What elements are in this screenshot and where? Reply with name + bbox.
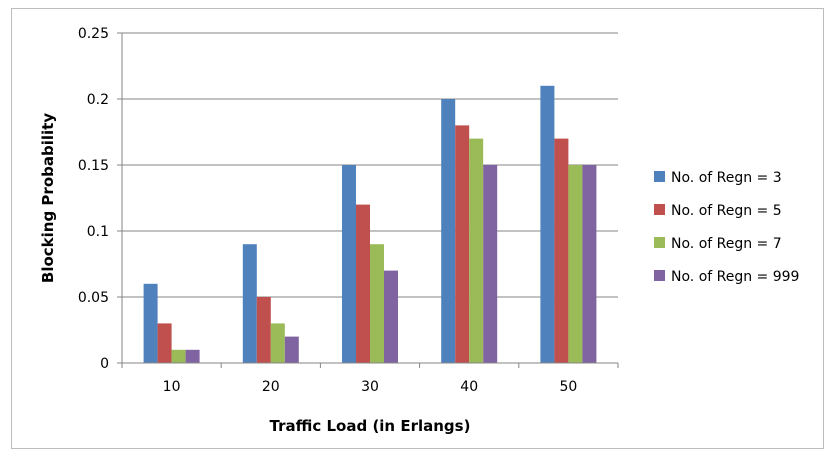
x-tick-label: 20 — [262, 379, 280, 395]
bar — [185, 349, 200, 363]
bar — [568, 165, 583, 363]
bar — [582, 165, 597, 363]
bar — [384, 270, 398, 363]
bar — [342, 165, 356, 363]
x-tick-label: 10 — [163, 379, 181, 395]
bar — [242, 244, 257, 363]
legend-swatch — [654, 237, 665, 248]
legend-label: No. of Regn = 5 — [671, 203, 782, 219]
legend-swatch — [654, 171, 665, 182]
bar — [370, 244, 384, 363]
y-tick-label: 0 — [100, 356, 109, 372]
y-tick-label: 0.15 — [78, 158, 109, 174]
legend-label: No. of Regn = 3 — [671, 170, 782, 186]
y-axis-title: Blocking Probability — [39, 113, 57, 283]
bar — [469, 138, 484, 363]
legend-label: No. of Regn = 7 — [671, 236, 782, 252]
bar — [483, 165, 498, 363]
chart-frame — [11, 8, 824, 449]
bar — [270, 323, 285, 363]
bar — [554, 138, 569, 363]
y-tick-label: 0.25 — [78, 26, 109, 42]
bars — [143, 85, 597, 364]
x-axis-title: Traffic Load (in Erlangs) — [270, 417, 471, 435]
y-tick-label: 0.1 — [87, 224, 109, 240]
x-tick-label: 40 — [460, 379, 478, 395]
y-tick-label: 0.2 — [87, 92, 109, 108]
bar — [540, 85, 555, 364]
legend-swatch — [654, 270, 665, 281]
bar — [171, 349, 186, 363]
bar — [157, 323, 172, 363]
bar — [356, 204, 370, 363]
bar — [441, 99, 456, 363]
legend: No. of Regn = 3 No. of Regn = 5 No. of Reg… — [654, 170, 799, 285]
bar — [143, 283, 158, 363]
bar — [284, 336, 299, 363]
x-tick-label: 50 — [559, 379, 577, 395]
axes — [117, 32, 619, 368]
legend-label: No. of Regn = 999 — [671, 269, 799, 285]
bar — [256, 297, 271, 363]
x-tick-label: 30 — [361, 379, 379, 395]
x-tick-labels: 10 20 30 40 50 — [163, 379, 578, 395]
y-tick-labels: 0 0.05 0.1 0.15 0.2 0.25 — [78, 26, 109, 372]
bar — [455, 125, 470, 364]
legend-swatch — [654, 204, 665, 215]
y-tick-label: 0.05 — [78, 290, 109, 306]
